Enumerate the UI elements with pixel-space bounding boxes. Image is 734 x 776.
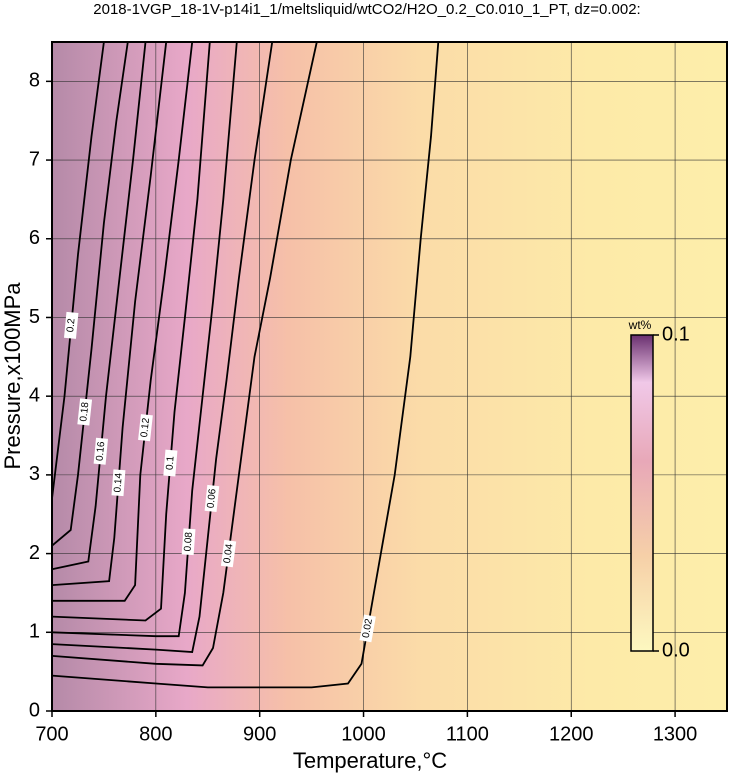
contour-label-bg xyxy=(111,469,126,497)
y-tick-label: 2 xyxy=(29,542,40,564)
contour-label: 0.02 xyxy=(361,617,375,639)
contour-label-group: 0.04 xyxy=(220,539,237,568)
colorbar xyxy=(630,334,654,652)
contour-label: 0.16 xyxy=(95,441,108,462)
contours: 0.02 0.04 0.06 0.08 0.1 0.12 0.14 0.16 0.18 0.2 xyxy=(51,41,440,689)
y-axis-label: Pressure,x100MPa xyxy=(0,282,25,470)
contour-label-group: 0.12 xyxy=(138,414,153,442)
contour-label: 0.14 xyxy=(112,472,124,493)
x-tick-label: 1100 xyxy=(446,723,489,745)
contour-label-bg xyxy=(93,437,109,465)
contour-line xyxy=(51,41,105,499)
contour-line xyxy=(51,41,147,571)
x-tick-label: 700 xyxy=(35,723,68,745)
plot-background xyxy=(52,42,727,711)
contour-label-bg xyxy=(64,311,79,339)
contour-label-bg xyxy=(181,528,196,556)
plot-frame xyxy=(51,41,728,712)
contour-label-bg xyxy=(138,414,153,442)
contour-label-group: 0.14 xyxy=(111,469,126,497)
contour-label-bg xyxy=(77,398,93,426)
colorbar-tick-label: 0.0 xyxy=(662,639,690,661)
chart-title: 2018-1VGP_18-1V-p14i1_1/meltsliquid/wtCO… xyxy=(93,1,640,18)
x-axis-label: Temperature,°C xyxy=(293,748,447,773)
x-tick-label: 1300 xyxy=(653,723,698,745)
contour-label-group: 0.08 xyxy=(181,528,196,556)
contour-label-group: 0.18 xyxy=(77,398,93,426)
contour-label: 0.04 xyxy=(222,543,236,564)
contour-label: 0.18 xyxy=(78,401,91,422)
x-tick-label: 1200 xyxy=(549,723,594,745)
contour-label-bg xyxy=(220,539,237,568)
contour-label-group: 0.1 xyxy=(163,449,178,477)
contour-label-group: 0.16 xyxy=(93,437,109,465)
contour-line xyxy=(51,41,168,586)
x-tick-label: 900 xyxy=(243,723,276,745)
contour-label-bg xyxy=(204,484,220,513)
contour-label-bg xyxy=(163,449,178,477)
contour-label: 0.12 xyxy=(139,417,152,438)
y-tick-label: 8 xyxy=(29,70,40,92)
contour-line xyxy=(51,41,318,667)
contour-label-group: 0.02 xyxy=(359,614,376,643)
colorbar-tick-label: 0.1 xyxy=(662,323,690,345)
colorbar-label: wt% xyxy=(628,318,652,332)
x-tick-label: 800 xyxy=(139,723,172,745)
y-tick-label: 0 xyxy=(29,699,40,721)
contour-label: 0.1 xyxy=(164,455,176,470)
contour-line xyxy=(51,41,129,547)
contour-label-group: 0.06 xyxy=(204,484,220,513)
contour-label: 0.06 xyxy=(206,488,219,509)
contour-label-bg xyxy=(359,614,376,643)
contour-label: 0.08 xyxy=(183,531,195,552)
contour-line xyxy=(51,41,238,638)
y-tick-label: 3 xyxy=(29,463,40,485)
y-tick-label: 5 xyxy=(29,306,40,328)
y-tick-label: 1 xyxy=(29,621,40,643)
contour-label-group: 0.2 xyxy=(64,311,79,339)
y-tick-label: 6 xyxy=(29,227,40,249)
y-tick-label: 7 xyxy=(29,148,40,170)
x-tick-label: 1000 xyxy=(341,723,386,745)
contour-label: 0.2 xyxy=(65,317,77,332)
y-tick-label: 4 xyxy=(29,384,40,406)
